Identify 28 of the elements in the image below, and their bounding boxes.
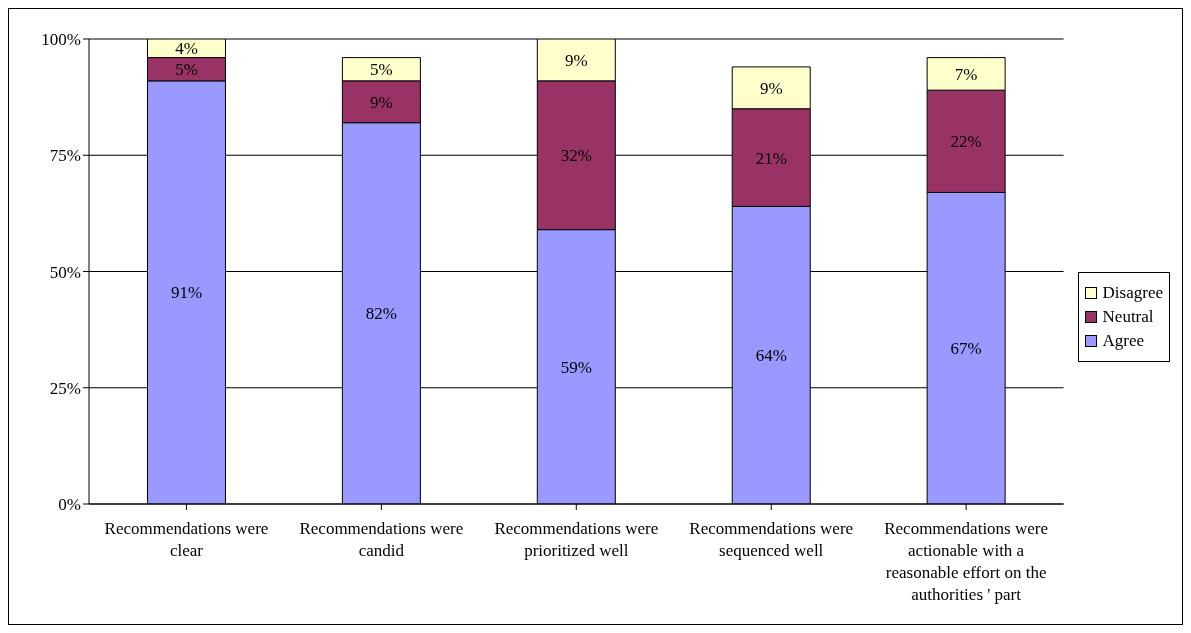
data-label: 59% xyxy=(560,357,592,377)
x-tick-label: Recommendations were candid xyxy=(299,519,464,560)
legend-label: Neutral xyxy=(1102,306,1154,327)
x-tick-label: Recommendations were actionable with a reasonable effort on the authorities ' part xyxy=(884,519,1049,604)
data-label: 91% xyxy=(170,283,203,303)
data-label: 9% xyxy=(564,50,588,70)
x-tick-label: Recommendations were sequenced well xyxy=(689,519,854,560)
data-label: 5% xyxy=(370,60,393,80)
data-label: 9% xyxy=(759,78,783,98)
data-label: 7% xyxy=(954,64,978,84)
data-label: 9% xyxy=(370,92,393,112)
y-tick-label: 75% xyxy=(49,146,81,166)
y-tick-label: 25% xyxy=(49,378,81,398)
legend-label: Disagree xyxy=(1102,282,1163,303)
data-label: 64% xyxy=(755,346,787,366)
x-tick-label: Recommendations were clear xyxy=(104,519,269,560)
data-label: 4% xyxy=(175,39,198,59)
y-tick-label: 50% xyxy=(49,262,81,282)
data-label: 5% xyxy=(175,60,198,80)
data-label: 82% xyxy=(365,304,397,324)
y-tick-label: 0% xyxy=(58,495,81,515)
y-tick-label: 100% xyxy=(41,30,81,50)
data-label: 32% xyxy=(560,146,592,166)
data-label: 67% xyxy=(950,339,982,359)
x-tick-label: Recommendations were prioritized well xyxy=(494,519,659,560)
data-label: 21% xyxy=(755,148,787,168)
legend-label: Agree xyxy=(1102,330,1145,351)
data-label: 22% xyxy=(950,132,982,152)
